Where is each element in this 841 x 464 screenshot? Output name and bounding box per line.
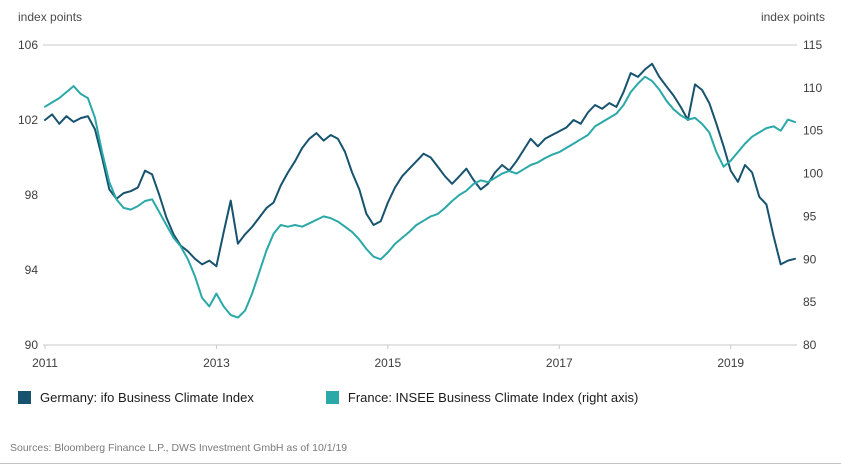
- x-axis-label: 2013: [203, 356, 230, 370]
- france-legend-label: France: INSEE Business Climate Index (ri…: [347, 390, 639, 405]
- legend-item-germany: Germany: ifo Business Climate Index: [18, 390, 254, 405]
- x-axis-label: 2017: [546, 356, 573, 370]
- right-axis-tick-label: 80: [803, 338, 817, 352]
- right-axis-title: index points: [760, 10, 825, 24]
- france-legend-swatch-icon: [325, 391, 339, 404]
- axis-titles-row: index points index points: [0, 0, 841, 30]
- right-axis-tick-label: 95: [803, 209, 817, 223]
- x-axis-label: 2019: [717, 356, 744, 370]
- right-axis-tick-label: 115: [803, 38, 822, 52]
- right-axis-tick-label: 105: [803, 124, 823, 138]
- left-axis-tick-label: 106: [18, 38, 38, 52]
- right-axis-tick-label: 110: [803, 81, 822, 95]
- germany-legend-swatch-icon: [18, 391, 31, 404]
- right-axis-tick-label: 85: [803, 295, 817, 309]
- left-axis-tick-label: 102: [18, 113, 38, 127]
- right-axis-tick-label: 90: [803, 252, 817, 266]
- left-axis-tick-label: 94: [25, 263, 39, 277]
- france-line: [44, 75, 796, 319]
- left-axis-title: index points: [18, 10, 83, 24]
- chart-legend: Germany: ifo Business Climate Index Fran…: [0, 380, 841, 405]
- left-axis-tick-label: 98: [25, 188, 39, 202]
- left-axis-tick-label: 90: [25, 338, 39, 352]
- sources-note: Sources: Bloomberg Finance L.P., DWS Inv…: [0, 442, 841, 464]
- x-axis-label: 2015: [375, 356, 402, 370]
- germany-line: [44, 62, 796, 268]
- right-axis-tick-label: 100: [803, 167, 823, 181]
- germany-legend-label: Germany: ifo Business Climate Index: [40, 390, 254, 405]
- x-axis-label: 2011: [32, 356, 58, 370]
- chart-canvas: 90 94 98 102 106 80 85 90 95 100 105 110 115 2011 2013…: [18, 38, 823, 370]
- legend-item-france: France: INSEE Business Climate Index (ri…: [325, 390, 639, 405]
